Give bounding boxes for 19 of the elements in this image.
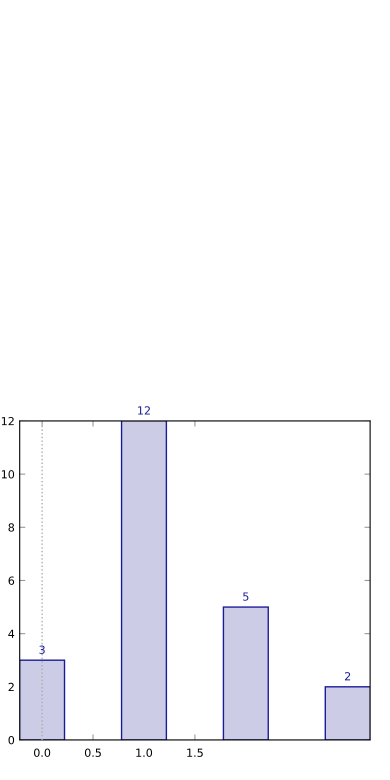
bar <box>120 420 168 740</box>
data-label: 2 <box>344 672 350 680</box>
y-tick-label: 8 <box>8 523 14 532</box>
x-tick-label: 1.0 <box>136 748 152 757</box>
data-label: 5 <box>243 592 248 601</box>
y-tick-label: 4 <box>8 630 14 638</box>
data-label: 12 <box>138 406 150 414</box>
bar <box>222 606 269 740</box>
y-tick-label: 6 <box>8 576 14 585</box>
x-tick-label: 0.5 <box>84 748 101 757</box>
y-tick-label: 12 <box>2 416 14 426</box>
bar <box>324 686 370 740</box>
y-tick-label: 0 <box>8 736 14 744</box>
x-tick-label: 0.0 <box>34 748 50 757</box>
x-tick-label: 1.5 <box>187 748 203 757</box>
bar <box>20 660 66 740</box>
y-tick-label: 2 <box>8 682 14 692</box>
y-tick-label: 10 <box>2 470 14 479</box>
data-label: 3 <box>39 646 45 654</box>
